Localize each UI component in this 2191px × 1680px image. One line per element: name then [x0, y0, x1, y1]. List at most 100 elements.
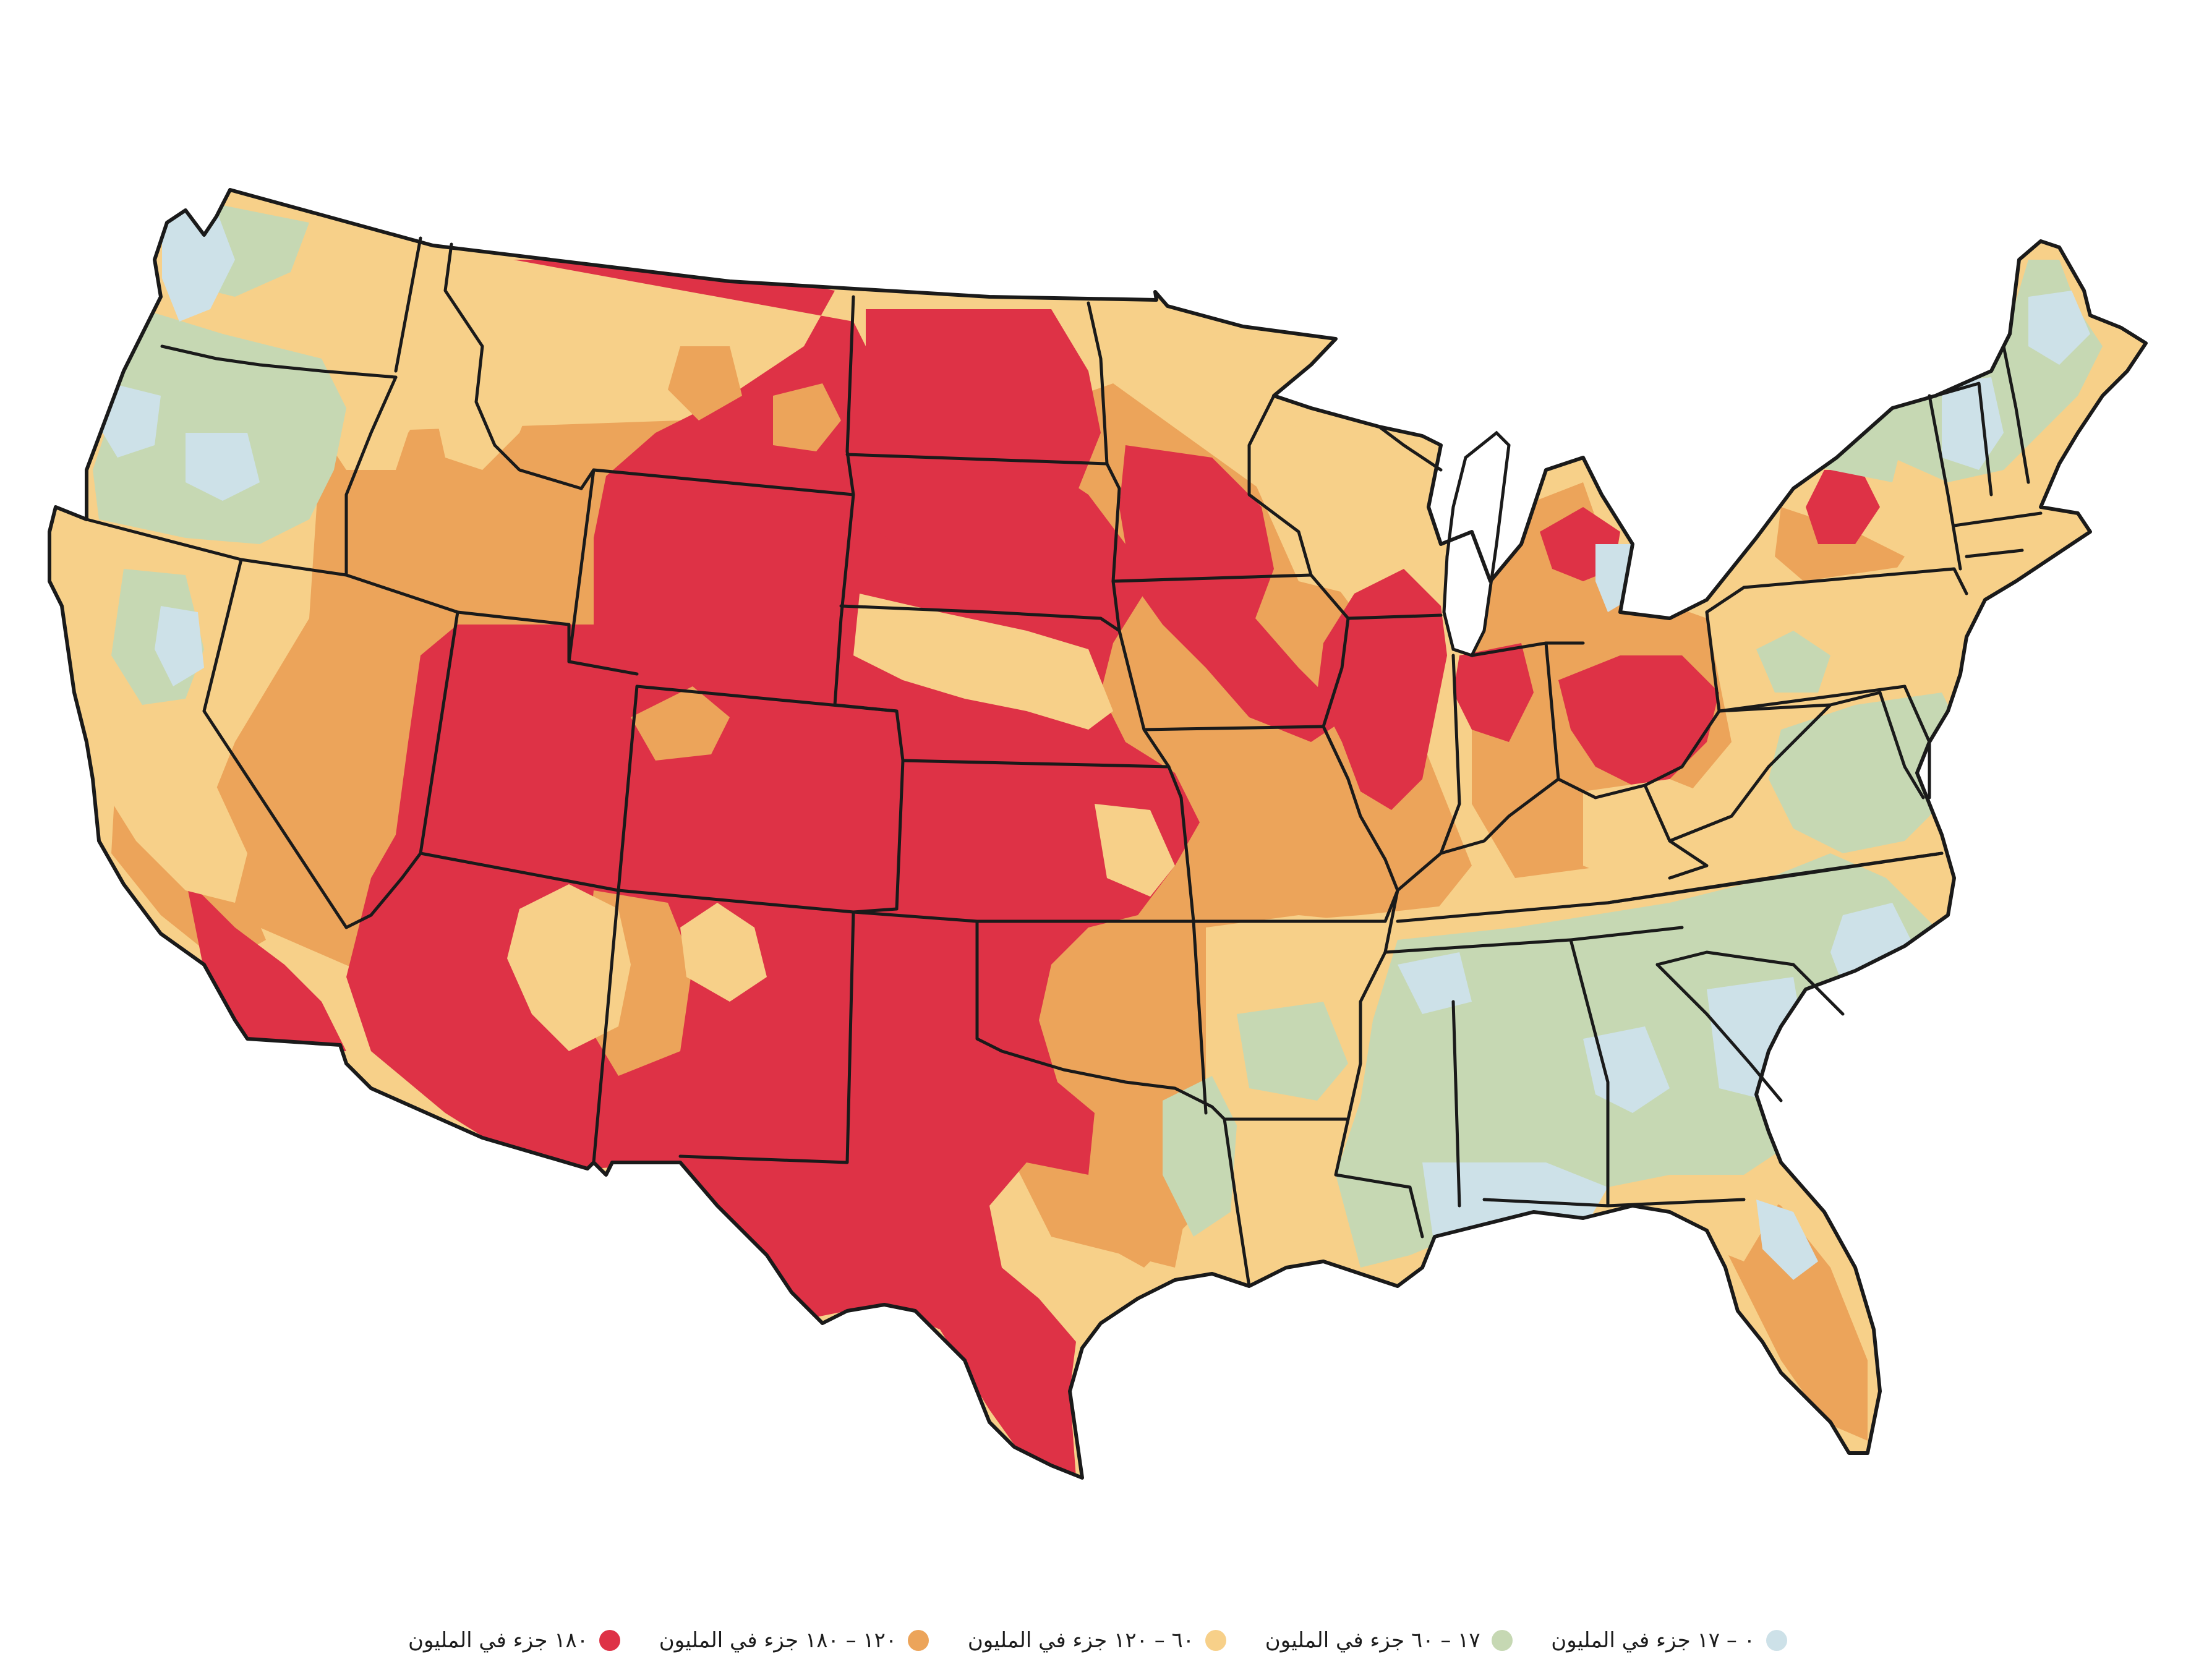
- border-ma-south: [1952, 511, 2043, 527]
- legend-label: ١٨٠ جزء في المليون: [408, 1628, 589, 1653]
- us-outline: [48, 188, 2148, 1480]
- legend-label: ١٢٠ – ١٨٠ جزء في المليون: [659, 1628, 897, 1653]
- legend-swatch: [908, 1630, 929, 1651]
- border-mo-il: [1322, 725, 1399, 892]
- legend-swatch: [1205, 1630, 1227, 1651]
- legend-item: ١٨٠ جزء في المليون: [408, 1628, 621, 1653]
- legend-item: ١٢٠ – ١٨٠ جزء في المليون: [659, 1628, 929, 1653]
- border-ar-ms: [1346, 889, 1399, 1121]
- fill-region: [1583, 779, 1732, 890]
- state-borders: [85, 236, 2043, 1288]
- fill-region: [631, 686, 730, 761]
- border-mt-nd: [845, 295, 855, 497]
- border-pa-md: [1717, 684, 1907, 713]
- border-pa-ny: [1705, 567, 1968, 614]
- fill-region: [1237, 1002, 1348, 1101]
- legend-label: ٠ – ١٧ جزء في المليون: [1551, 1628, 1755, 1653]
- border-az-nm: [592, 889, 620, 1164]
- legend-item: ١٧ – ٦٠ جزء في المليون: [1265, 1628, 1513, 1653]
- border-nv-ut: [369, 610, 459, 917]
- fill-region: [2028, 291, 2090, 365]
- border-wa-or: [160, 344, 398, 379]
- fill-region: [680, 903, 767, 1002]
- border-co-ks: [895, 759, 905, 911]
- border-vt-nh: [1934, 382, 1993, 497]
- border-mn-ia: [1111, 573, 1313, 583]
- fill-region: [1707, 977, 1806, 1101]
- border-al-ga: [1569, 938, 1610, 1208]
- border-ne-ia: [1117, 629, 1171, 769]
- border-oh-pa: [1705, 610, 1721, 713]
- border-ut-wy: [456, 610, 571, 663]
- border-ut-co: [617, 684, 639, 892]
- border-ne-co: [833, 703, 905, 762]
- border-ia-mo: [1142, 725, 1325, 731]
- border-va-nc: [1606, 851, 1944, 905]
- border-md-de: [1903, 684, 1931, 799]
- border-ne-ks: [901, 759, 1171, 769]
- fill-region: [186, 433, 260, 501]
- border-wi-mi: [1377, 425, 1443, 472]
- legend-swatch: [1491, 1630, 1513, 1651]
- border-ms-al: [1451, 1000, 1461, 1208]
- border-ok-ar: [1192, 919, 1208, 1115]
- border-mn-wi: [1247, 394, 1313, 577]
- fill-region: [1806, 470, 1880, 544]
- border-ok-tx: [975, 919, 1214, 1109]
- fill-region: [1119, 445, 1348, 742]
- border-il-ky: [1396, 851, 1443, 892]
- border-mi-in-oh: [1470, 641, 1585, 657]
- border-wv-md: [1717, 691, 1882, 713]
- fill-region: [1756, 1200, 1818, 1280]
- fill-region: [1558, 655, 1719, 785]
- border-va-md: [1878, 691, 1925, 799]
- fill-region: [507, 884, 631, 1051]
- legend-item: ٠ – ١٧ جزء في المليون: [1551, 1628, 1787, 1653]
- fill-region: [1756, 631, 1830, 693]
- border-ca-nv: [202, 558, 373, 929]
- fill-region: [668, 346, 742, 420]
- fill-region: [853, 594, 1113, 730]
- border-ia-il: [1309, 573, 1350, 728]
- border-wy-east: [833, 493, 855, 707]
- fill-region: [99, 383, 161, 458]
- legend-label: ٦٠ – ١٢٠ جزء في المليون: [967, 1628, 1195, 1653]
- border-wv-va: [1668, 703, 1832, 843]
- border-al-fl: [1482, 1198, 1746, 1208]
- border-la-ms: [1334, 1117, 1424, 1239]
- legend-item: ٦٠ – ١٢٠ جزء في المليون: [967, 1628, 1227, 1653]
- fill-region: [860, 309, 1101, 587]
- fill-region: [1583, 1026, 1670, 1113]
- fill-region: [155, 606, 204, 686]
- legend-swatch: [599, 1630, 621, 1651]
- fill-region: [773, 383, 841, 451]
- border-mo-ar: [1192, 889, 1399, 923]
- border-or-ca-nv: [85, 518, 459, 614]
- fill-region: [186, 878, 346, 1051]
- border-tx-la: [1210, 1105, 1251, 1288]
- border-sd-mn: [1105, 462, 1121, 633]
- legend-label: ١٧ – ٦٠ جزء في المليون: [1265, 1628, 1480, 1653]
- fill-region: [1249, 420, 1385, 594]
- fill-region: [1942, 377, 2004, 470]
- border-sd-ne: [839, 604, 1121, 633]
- legend-swatch: [1766, 1630, 1787, 1651]
- fill-region: [1317, 569, 1447, 810]
- border-wi-il: [1346, 613, 1443, 620]
- fill-region: [1453, 643, 1534, 742]
- border-ct-ri: [1965, 548, 2024, 558]
- fill-region: [1398, 952, 1472, 1014]
- border-nd-sd: [845, 453, 1109, 466]
- fill-region: [162, 204, 235, 322]
- border-ks-mo: [1167, 765, 1195, 923]
- fill-region: [1095, 804, 1175, 897]
- border-nd-mn: [1087, 301, 1109, 466]
- border-ky-va: [1643, 783, 1709, 880]
- border-nc-sc: [1655, 950, 1845, 1016]
- fill-region: [1769, 693, 1967, 853]
- border-in-oh: [1544, 641, 1560, 781]
- border-ut-az: [419, 851, 620, 892]
- border-ga-sc: [1655, 963, 1783, 1102]
